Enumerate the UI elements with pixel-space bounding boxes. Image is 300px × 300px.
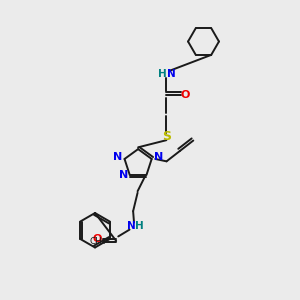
Text: N: N [127, 221, 135, 231]
Text: H: H [135, 221, 143, 231]
Text: S: S [162, 130, 171, 143]
Text: N: N [113, 152, 123, 163]
Text: N: N [167, 69, 176, 79]
Text: N: N [118, 170, 128, 180]
Text: N: N [154, 152, 163, 163]
Text: CH₃: CH₃ [90, 237, 106, 246]
Text: O: O [93, 234, 102, 244]
Text: H: H [158, 69, 167, 79]
Text: O: O [181, 90, 190, 100]
